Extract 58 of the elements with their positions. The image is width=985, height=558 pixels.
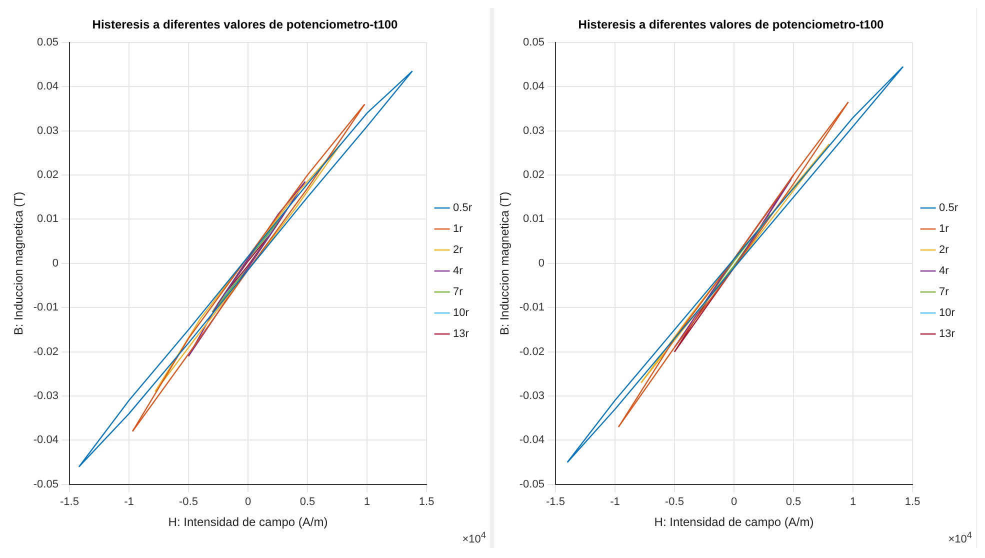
chart-title: Histeresis a diferentes valores de potenciometro-t100 xyxy=(92,18,398,32)
legend-label: 4r xyxy=(939,265,950,278)
legend-label: 0.5r xyxy=(453,202,472,214)
legend-label: 13r xyxy=(939,328,956,340)
legend-label: 7r xyxy=(453,286,464,298)
x-tick-label: 0.5 xyxy=(786,496,802,508)
x-tick-label: -1 xyxy=(124,496,134,508)
y-axis-title: B: Induccion magnetica (T) xyxy=(12,192,26,336)
x-tick-label: -1.5 xyxy=(60,496,79,508)
y-tick-label: 0.03 xyxy=(37,124,58,137)
y-tick-label: 0.02 xyxy=(37,169,58,182)
y-tick-label: -0.04 xyxy=(519,434,544,446)
legend-label: 2r xyxy=(939,244,950,256)
x-tick-label: 1.5 xyxy=(904,496,920,508)
y-tick-label: 0 xyxy=(52,257,58,270)
x-tick-label: 0 xyxy=(730,496,738,508)
x-tick-label: -0.5 xyxy=(665,496,684,508)
legend-label: 1r xyxy=(453,223,464,236)
y-tick-label: 0.04 xyxy=(523,80,544,93)
x-axis-title: H: Intensidad de campo (A/m) xyxy=(654,515,814,530)
x-tick-label: -1.5 xyxy=(546,496,565,508)
x-tick-label: 0.5 xyxy=(300,496,316,508)
y-tick-label: 0.03 xyxy=(523,124,544,137)
y-tick-label: 0.05 xyxy=(37,36,58,48)
legend-label: 10r xyxy=(939,307,956,320)
chart-title: Histeresis a diferentes valores de potenciometro-t100 xyxy=(578,18,884,32)
y-tick-label: 0 xyxy=(538,257,544,270)
legend-label: 7r xyxy=(939,286,950,298)
y-tick-label: 0.02 xyxy=(523,169,544,182)
y-tick-label: -0.04 xyxy=(33,434,58,446)
y-tick-label: -0.03 xyxy=(519,390,544,402)
y-tick-label: 0.01 xyxy=(523,213,544,226)
legend-label: 1r xyxy=(939,223,950,236)
y-tick-label: -0.02 xyxy=(519,346,544,358)
y-tick-label: 0.05 xyxy=(523,36,544,48)
y-tick-label: -0.01 xyxy=(519,302,544,314)
text: ×10$^{4}$ xyxy=(462,530,486,546)
legend-label: 4r xyxy=(453,265,464,278)
legend-label: 13r xyxy=(453,328,470,340)
y-tick-label: 0.04 xyxy=(37,80,58,93)
legend-label: 0.5r xyxy=(939,202,958,214)
legend-label: 2r xyxy=(453,244,464,256)
x-axis-title: H: Intensidad de campo (A/m) xyxy=(168,515,328,530)
x-tick-label: -0.5 xyxy=(179,496,198,508)
y-tick-label: -0.05 xyxy=(33,478,58,490)
y-tick-label: -0.02 xyxy=(33,346,58,358)
y-tick-label: 0.01 xyxy=(37,213,58,226)
x-tick-label: 1.5 xyxy=(418,496,434,508)
y-axis-title: B: Induccion magnetica (T) xyxy=(498,192,512,336)
y-tick-label: -0.03 xyxy=(33,390,58,402)
legend-label: 10r xyxy=(453,307,470,320)
x-tick-label: 1 xyxy=(850,496,856,508)
y-tick-label: -0.05 xyxy=(519,478,544,490)
x-tick-label: 0 xyxy=(244,496,252,508)
x-tick-label: -1 xyxy=(610,496,620,508)
y-tick-label: -0.01 xyxy=(33,302,58,314)
text: ×10$^{4}$ xyxy=(948,530,972,546)
x-tick-label: 1 xyxy=(364,496,370,508)
